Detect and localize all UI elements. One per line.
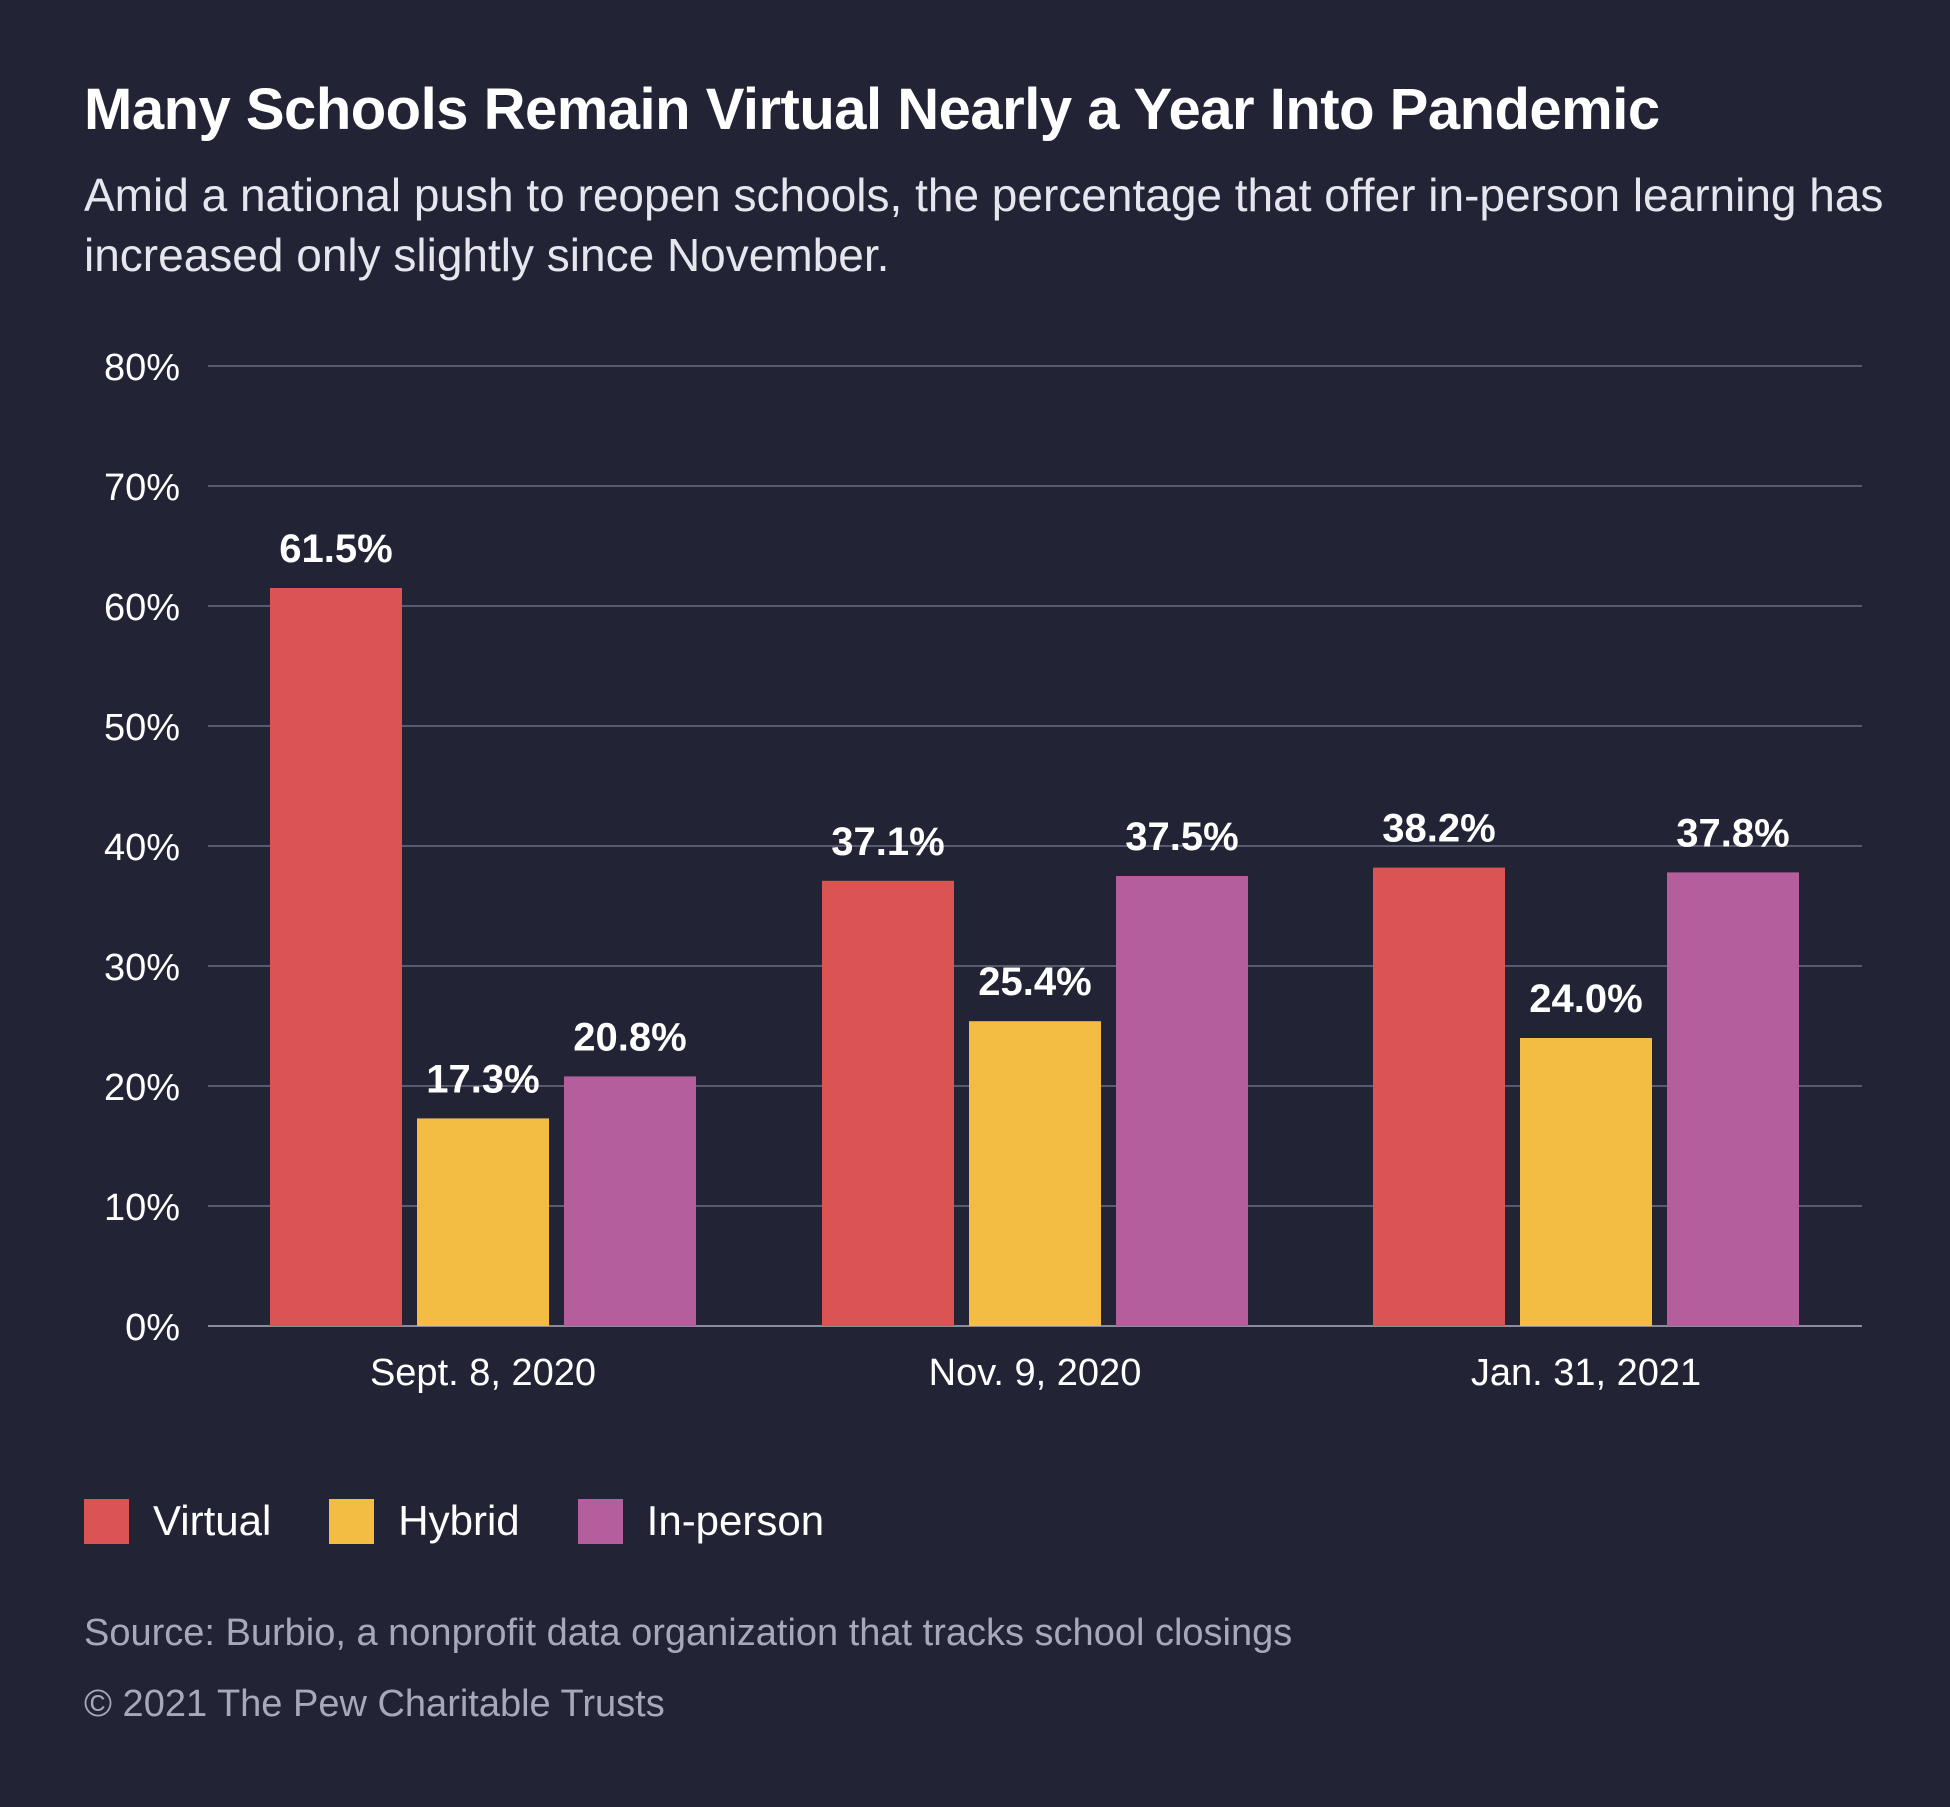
bar-hybrid xyxy=(417,1118,549,1326)
data-label: 61.5% xyxy=(279,527,392,571)
x-tick-label: Nov. 9, 2020 xyxy=(929,1352,1142,1394)
legend-label-in-person: In-person xyxy=(646,1497,825,1544)
bar-chart: 0% 10% 20% 30% 40% 50% 60% 70% 80% 61.5% 17.3% 20.8… xyxy=(104,347,1862,1394)
data-label: 37.1% xyxy=(831,820,944,864)
y-tick-label: 30% xyxy=(104,947,180,989)
y-tick-label: 60% xyxy=(104,587,180,629)
bar-in-person xyxy=(1116,876,1248,1326)
copyright-note: © 2021 The Pew Charitable Trusts xyxy=(84,1683,665,1725)
legend-item-virtual: Virtual xyxy=(84,1497,271,1545)
legend-swatch-in-person xyxy=(577,1498,623,1544)
bar-in-person xyxy=(564,1076,696,1326)
data-label: 25.4% xyxy=(978,960,1091,1004)
legend-label-virtual: Virtual xyxy=(153,1497,272,1544)
legend-swatch-virtual xyxy=(84,1498,129,1544)
y-tick-label: 70% xyxy=(104,467,180,509)
y-tick-label: 0% xyxy=(125,1307,180,1349)
legend-label-hybrid: Hybrid xyxy=(398,1497,520,1544)
bar-virtual xyxy=(822,880,954,1326)
chart-title: Many Schools Remain Virtual Nearly a Yea… xyxy=(84,77,1660,142)
data-label: 37.8% xyxy=(1676,811,1789,855)
bar-virtual xyxy=(1373,867,1505,1326)
bar-virtual xyxy=(270,588,402,1326)
y-tick-label: 20% xyxy=(104,1067,180,1109)
legend-item-in-person: In-person xyxy=(577,1497,825,1545)
legend-item-hybrid: Hybrid xyxy=(329,1497,520,1545)
data-label: 24.0% xyxy=(1529,977,1642,1021)
y-tick-label: 40% xyxy=(104,827,180,869)
y-tick-label: 50% xyxy=(104,707,180,749)
y-tick-label: 80% xyxy=(104,347,180,389)
bar-hybrid xyxy=(1520,1038,1652,1326)
data-label: 17.3% xyxy=(426,1057,539,1101)
bar-in-person xyxy=(1667,872,1799,1326)
data-label: 37.5% xyxy=(1125,815,1238,859)
bar-hybrid xyxy=(969,1021,1101,1326)
legend-swatch-hybrid xyxy=(329,1498,375,1544)
chart-legend: Virtual Hybrid In-person xyxy=(84,1497,882,1545)
data-label: 20.8% xyxy=(573,1015,686,1059)
y-tick-label: 10% xyxy=(104,1187,180,1229)
data-label: 38.2% xyxy=(1382,807,1495,851)
chart-subtitle: Amid a national push to reopen schools, … xyxy=(84,169,1884,281)
x-tick-label: Jan. 31, 2021 xyxy=(1471,1352,1701,1394)
source-note: Source: Burbio, a nonprofit data organiz… xyxy=(84,1612,1293,1654)
x-tick-label: Sept. 8, 2020 xyxy=(370,1352,596,1394)
